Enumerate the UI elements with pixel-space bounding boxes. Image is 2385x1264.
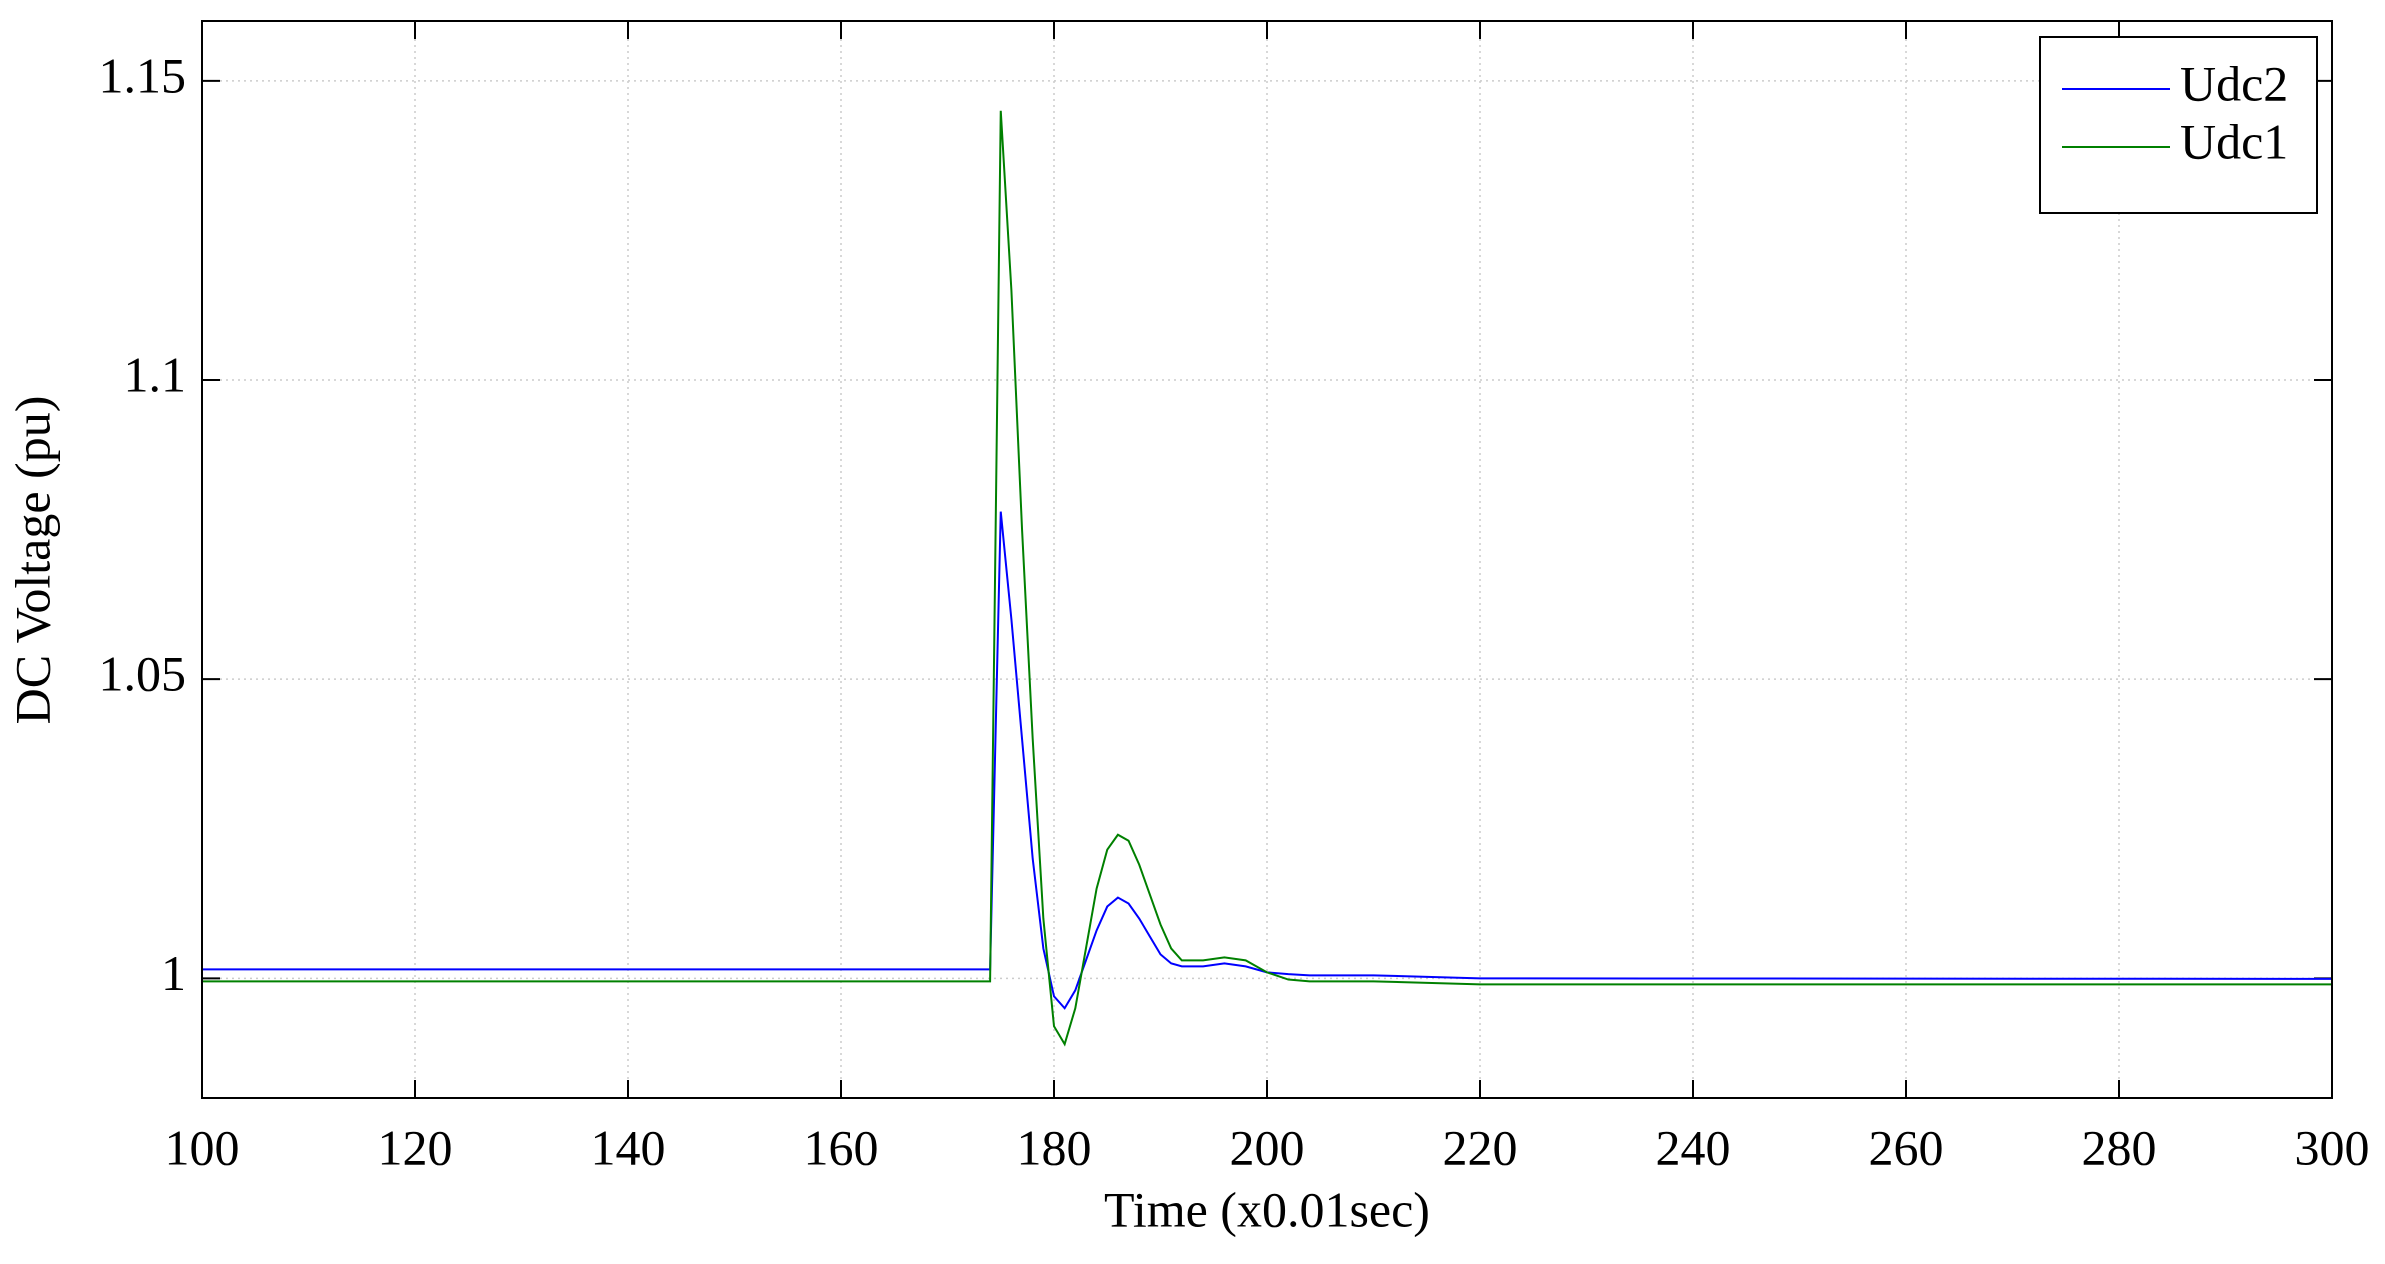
x-tick-label: 220 [1443, 1119, 1518, 1175]
x-tick-label: 280 [2082, 1119, 2157, 1175]
x-axis-label: Time (x0.01sec) [1104, 1181, 1430, 1237]
x-tick-label: 160 [804, 1119, 879, 1175]
x-tick-label: 120 [378, 1119, 453, 1175]
y-axis-label: DC Voltage (pu) [4, 396, 60, 725]
line-series [202, 511, 2333, 1010]
x-tick-label: 180 [1017, 1119, 1092, 1175]
legend-label: Udc2 [2180, 55, 2288, 111]
legend-box [2039, 36, 2318, 214]
x-tick-label: 200 [1230, 1119, 1305, 1175]
x-tick-label: 100 [165, 1119, 240, 1175]
x-tick-label: 260 [1869, 1119, 1944, 1175]
y-tick-label: 1.15 [99, 47, 187, 103]
legend-label: Udc1 [2180, 113, 2288, 169]
y-tick-label: 1.05 [99, 646, 187, 702]
y-tick-label: 1 [161, 945, 186, 1001]
x-tick-label: 140 [591, 1119, 666, 1175]
line-series [202, 110, 2332, 1047]
x-tick-label: 240 [1656, 1119, 1731, 1175]
y-tick-label: 1.1 [124, 346, 187, 402]
x-tick-label: 300 [2295, 1119, 2370, 1175]
plot-frame [201, 20, 2333, 1099]
